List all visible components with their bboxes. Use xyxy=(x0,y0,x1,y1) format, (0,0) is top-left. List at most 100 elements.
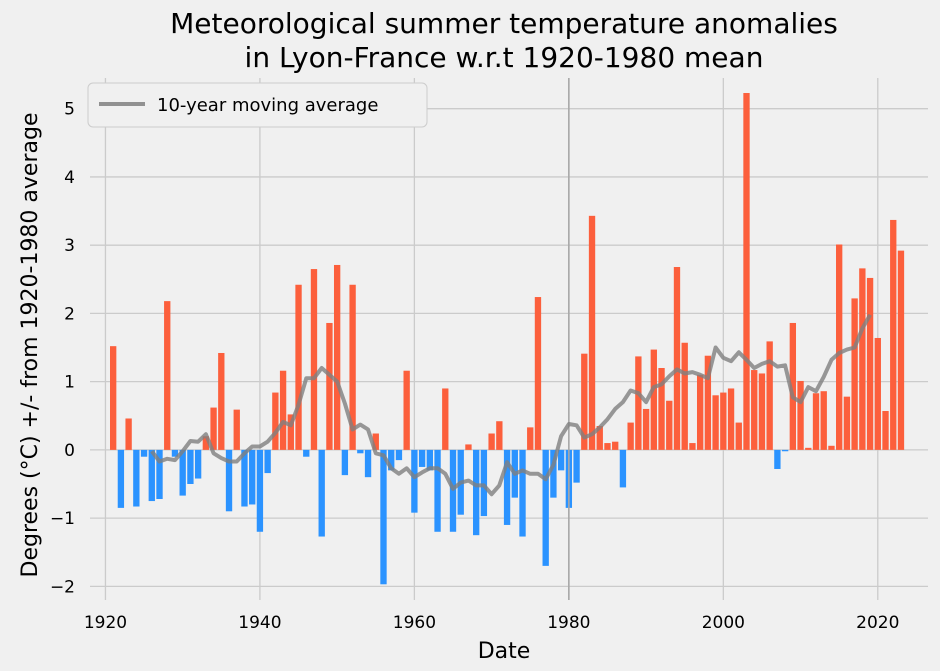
bar-1946 xyxy=(303,449,310,457)
bar-2003 xyxy=(743,93,750,450)
bar-2020 xyxy=(874,337,881,450)
bar-1927 xyxy=(156,449,163,500)
bar-1940 xyxy=(256,449,264,532)
bar-1949 xyxy=(326,322,333,450)
bar-1935 xyxy=(218,352,225,450)
bar-1925 xyxy=(140,449,148,457)
bar-2008 xyxy=(781,449,789,452)
bar-1926 xyxy=(148,449,155,502)
x-tick-label-1920: 1920 xyxy=(84,613,127,633)
bar-2022 xyxy=(890,219,897,450)
bar-2009 xyxy=(789,322,797,450)
bar-1952 xyxy=(349,284,356,450)
bar-1977 xyxy=(542,449,549,566)
bar-1955 xyxy=(372,433,379,450)
bar-1951 xyxy=(341,449,349,476)
bar-2019 xyxy=(866,277,874,450)
bar-1963 xyxy=(434,449,441,532)
bar-1981 xyxy=(573,449,580,483)
bar-1931 xyxy=(187,449,194,484)
bar-1967 xyxy=(465,444,472,450)
x-tick-label-2000: 2000 xyxy=(702,613,745,633)
bar-1930 xyxy=(179,449,186,496)
bar-1987 xyxy=(619,449,627,488)
x-tick-label-2020: 2020 xyxy=(856,613,899,633)
bar-1962 xyxy=(426,449,434,471)
bar-1995 xyxy=(681,342,688,450)
y-tick-label-0: 0 xyxy=(64,441,75,461)
bar-2006 xyxy=(766,341,773,450)
x-tick-label-1960: 1960 xyxy=(393,613,436,633)
moving-average-line xyxy=(150,313,872,497)
bar-2016 xyxy=(843,396,851,450)
bar-2014 xyxy=(828,445,835,450)
bar-1945 xyxy=(295,284,302,450)
bar-1944 xyxy=(287,414,294,450)
bar-1954 xyxy=(364,449,372,478)
bar-1974 xyxy=(519,449,526,537)
bar-1986 xyxy=(612,441,619,450)
bar-1947 xyxy=(310,269,318,450)
bar-1984 xyxy=(596,426,603,450)
y-tick-label-1: 1 xyxy=(64,373,75,393)
bar-1970 xyxy=(488,433,495,450)
bar-1921 xyxy=(110,346,117,450)
y-tick-labels: −2 −1 0 1 2 3 4 5 xyxy=(50,100,75,598)
bar-1992 xyxy=(658,368,665,450)
bar-1990 xyxy=(642,408,650,450)
bar-1928 xyxy=(164,301,171,450)
legend: 10-year moving average xyxy=(87,82,428,128)
bar-1943 xyxy=(279,370,287,450)
bar-2000 xyxy=(720,392,727,450)
bar-2015 xyxy=(836,244,843,450)
bar-1979 xyxy=(557,449,565,471)
bar-2005 xyxy=(758,373,766,450)
bar-1989 xyxy=(635,356,642,450)
bar-2013 xyxy=(820,391,827,450)
bar-1985 xyxy=(604,443,611,450)
chart-title-line-1: Meteorological summer temperature anomal… xyxy=(170,7,838,40)
bar-1982 xyxy=(581,353,588,450)
bar-1937 xyxy=(233,409,240,450)
bar-1961 xyxy=(418,449,426,467)
bar-1968 xyxy=(473,449,480,536)
bar-1942 xyxy=(272,392,279,450)
bar-2010 xyxy=(797,380,804,450)
bar-1976 xyxy=(534,297,542,450)
bar-1938 xyxy=(241,449,248,507)
legend-label-moving-average: 10-year moving average xyxy=(157,95,378,116)
bar-1999 xyxy=(712,395,719,450)
bar-2018 xyxy=(859,268,866,450)
bar-1922 xyxy=(117,449,125,508)
bar-2011 xyxy=(805,447,812,450)
moving-average-group xyxy=(150,313,872,497)
bar-1923 xyxy=(125,418,132,450)
bar-1983 xyxy=(588,215,596,450)
x-axis-label: Date xyxy=(478,639,531,664)
bar-2012 xyxy=(812,393,820,450)
bar-1964 xyxy=(442,388,449,450)
bar-1939 xyxy=(249,449,256,505)
bar-1988 xyxy=(627,422,634,450)
bar-1996 xyxy=(689,443,696,450)
bar-1953 xyxy=(357,449,364,454)
bar-2023 xyxy=(897,250,905,450)
bar-2017 xyxy=(851,298,858,450)
bar-1998 xyxy=(704,355,712,450)
bars xyxy=(110,93,905,585)
bar-1959 xyxy=(403,370,410,450)
legend-box xyxy=(87,82,428,128)
bar-1975 xyxy=(527,427,534,450)
bar-1933 xyxy=(202,436,210,450)
bar-1971 xyxy=(496,421,503,450)
bar-1924 xyxy=(133,449,140,507)
bar-1956 xyxy=(380,449,387,585)
y-tick-label-2: 2 xyxy=(64,304,75,324)
bar-1991 xyxy=(650,349,657,450)
bar-1997 xyxy=(696,374,704,450)
bar-2002 xyxy=(735,422,742,450)
bar-1960 xyxy=(411,449,418,513)
bar-2001 xyxy=(727,388,735,450)
bar-1958 xyxy=(395,449,403,461)
